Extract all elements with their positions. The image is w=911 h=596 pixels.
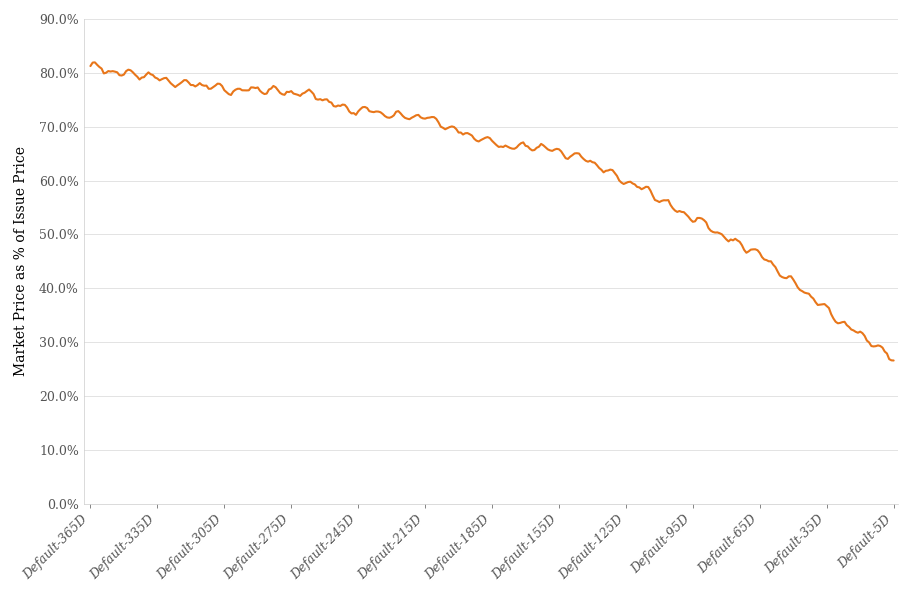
Y-axis label: Market Price as % of Issue Price: Market Price as % of Issue Price [14,147,28,377]
